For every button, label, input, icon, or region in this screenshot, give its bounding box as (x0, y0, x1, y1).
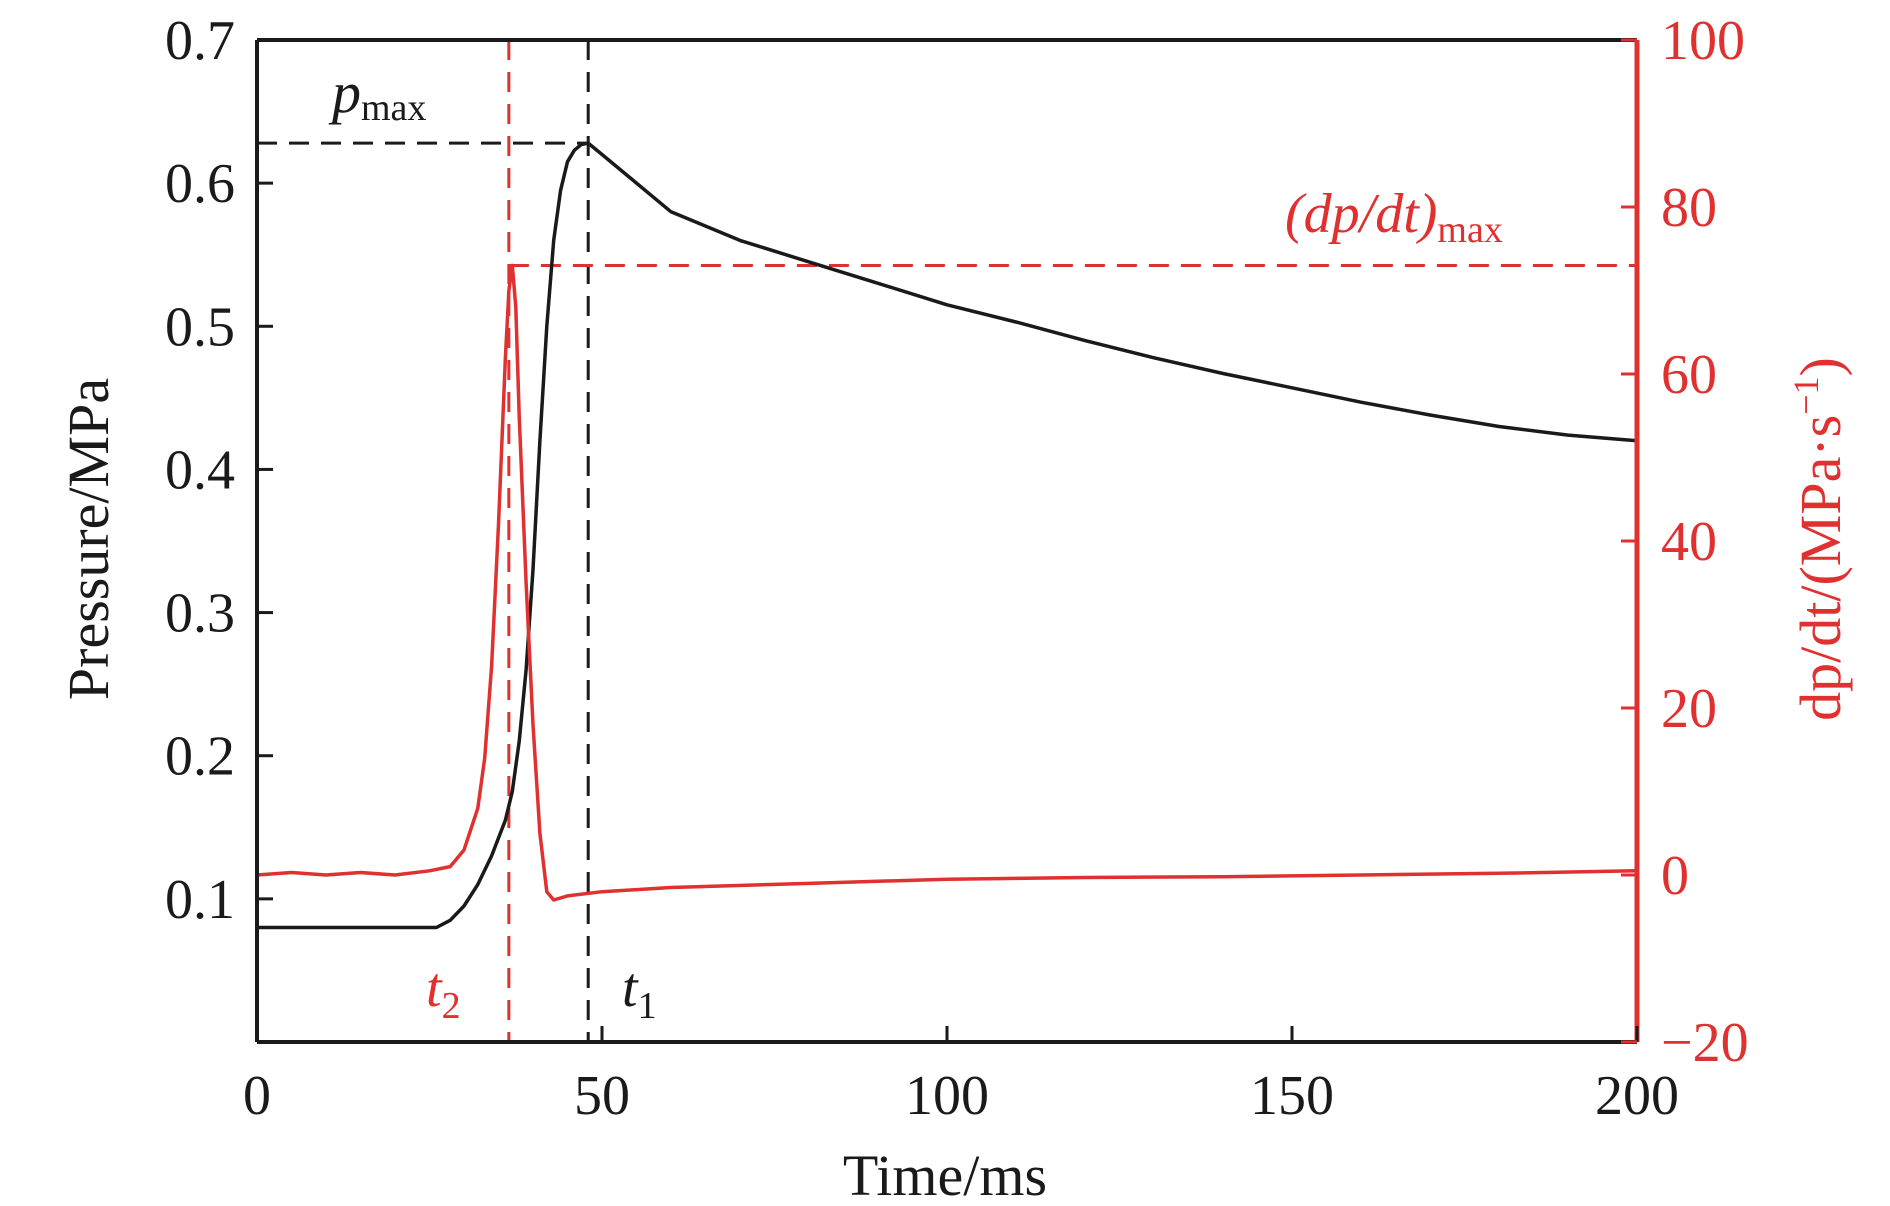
y-right-tick-label: 80 (1661, 177, 1717, 239)
y-left-tick-label: 0.2 (165, 726, 235, 788)
y-axis-right-title-exp: −1 (1786, 376, 1826, 414)
y-left-tick-label: 0.4 (165, 439, 235, 501)
t2-annotation: t2 (426, 957, 461, 1027)
y-left-tick-label: 0.6 (165, 153, 235, 215)
dpdt-max-annotation-main: (dp/dt) (1285, 183, 1437, 245)
x-tick-label: 100 (905, 1065, 989, 1127)
y-right-tick-label: −20 (1661, 1012, 1749, 1074)
x-tick-label: 0 (243, 1065, 271, 1127)
x-axis-title: Time/ms (843, 1143, 1047, 1206)
y-left-tick-label: 0.3 (165, 583, 235, 645)
y-left-tick-label: 0.1 (165, 869, 235, 931)
data-series (256, 141, 1638, 930)
axes: 0 50 100 150 200 0.1 0.2 0.3 0.4 0.5 0.6 0.7 −20 0 20 4… (165, 10, 1749, 1127)
x-tick-label: 50 (574, 1065, 630, 1127)
pmax-annotation-main: p (328, 60, 361, 125)
t1-annotation-sub: 1 (638, 985, 657, 1027)
y-left-tick-label: 0.5 (165, 296, 235, 358)
pressure-series-line (257, 141, 1638, 930)
y-right-tick-label: 100 (1661, 10, 1745, 72)
t1-annotation-main: t (622, 957, 639, 1019)
y-right-tick-label: 60 (1661, 344, 1717, 406)
pmax-annotation: pmax (328, 60, 426, 129)
t2-annotation-main: t (426, 957, 443, 1019)
x-tick-label: 200 (1595, 1065, 1679, 1127)
dpdt-max-annotation-sub: max (1437, 209, 1502, 251)
x-tick-label: 150 (1250, 1065, 1334, 1127)
dpdt-max-annotation: (dp/dt)max (1285, 183, 1503, 251)
y-axis-right-title: dp/dt/(MPa·s−1) (1786, 357, 1853, 721)
reference-lines (257, 40, 1637, 1042)
pmax-annotation-sub: max (361, 87, 426, 129)
rate-series-line (256, 263, 1638, 902)
y-right-tick-label: 20 (1661, 678, 1717, 740)
t1-annotation: t1 (622, 957, 657, 1027)
y-left-tick-label: 0.7 (165, 10, 235, 72)
y-axis-right-title-main: dp/dt/(MPa·s (1788, 415, 1853, 721)
t2-annotation-sub: 2 (442, 985, 461, 1027)
y-axis-right-title-suffix: ) (1788, 357, 1853, 376)
y-right-tick-label: 0 (1661, 845, 1689, 907)
y-axis-left-title: Pressure/MPa (56, 378, 121, 700)
y-right-tick-label: 40 (1661, 511, 1717, 573)
